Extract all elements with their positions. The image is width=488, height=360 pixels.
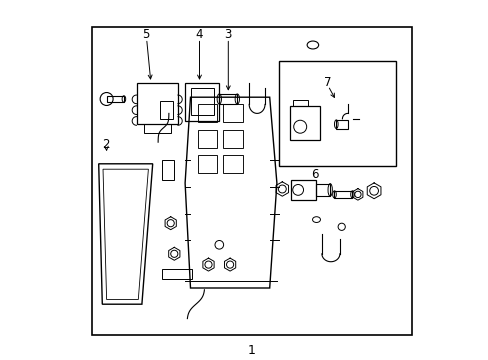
Bar bbox=[91, 27, 411, 335]
Text: 1: 1 bbox=[247, 345, 255, 357]
Text: 6: 6 bbox=[310, 168, 318, 181]
Bar bbox=[185, 83, 219, 121]
Text: 2: 2 bbox=[102, 138, 109, 150]
Bar bbox=[197, 130, 217, 148]
Bar bbox=[197, 155, 217, 173]
Bar bbox=[106, 96, 123, 102]
Text: 4: 4 bbox=[195, 28, 203, 41]
Bar bbox=[289, 106, 320, 140]
Bar bbox=[162, 160, 174, 180]
Bar bbox=[290, 180, 315, 200]
Bar bbox=[223, 104, 242, 122]
Bar bbox=[292, 100, 307, 106]
Bar bbox=[219, 94, 237, 104]
Text: 7: 7 bbox=[323, 76, 330, 89]
Bar bbox=[223, 130, 242, 148]
Bar bbox=[315, 184, 329, 196]
Bar bbox=[197, 104, 217, 122]
Bar bbox=[136, 83, 178, 124]
Bar bbox=[223, 155, 242, 173]
Bar bbox=[334, 191, 352, 198]
Bar bbox=[278, 61, 395, 166]
Bar bbox=[190, 88, 213, 115]
Bar bbox=[160, 101, 172, 119]
Text: 3: 3 bbox=[224, 28, 231, 41]
Bar bbox=[162, 269, 192, 279]
Bar bbox=[143, 124, 170, 133]
Text: 5: 5 bbox=[142, 28, 149, 41]
Bar bbox=[336, 120, 347, 129]
